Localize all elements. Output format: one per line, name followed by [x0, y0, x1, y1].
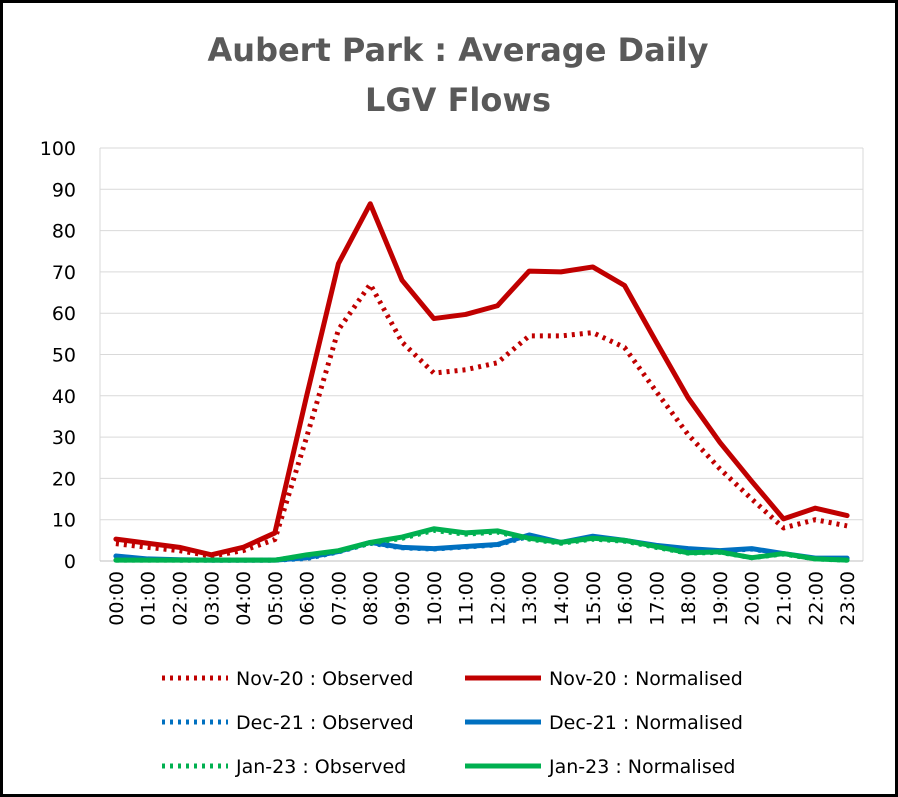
x-tick-label: 15:00 [583, 571, 605, 626]
y-tick-label: 20 [52, 468, 76, 490]
x-tick-label: 23:00 [837, 571, 859, 626]
y-tick-label: 70 [52, 262, 76, 284]
legend-label: Nov-20 : Normalised [549, 668, 743, 690]
y-tick-label: 90 [52, 179, 76, 201]
x-tick-label: 11:00 [456, 571, 478, 626]
x-tick-label: 02:00 [169, 571, 191, 626]
x-tick-label: 19:00 [710, 571, 732, 626]
x-tick-label: 01:00 [138, 571, 160, 626]
series-line [115, 281, 848, 559]
y-tick-label: 100 [40, 138, 76, 160]
x-tick-label: 16:00 [615, 571, 637, 626]
x-tick-label: 17:00 [646, 571, 668, 626]
y-tick-label: 0 [64, 551, 76, 573]
x-tick-label: 10:00 [424, 571, 446, 626]
x-tick-label: 00:00 [106, 571, 128, 626]
legend-label: Dec-21 : Normalised [549, 712, 743, 734]
x-tick-label: 21:00 [774, 571, 796, 626]
y-tick-label: 10 [52, 510, 76, 532]
series-line [113, 526, 850, 563]
y-tick-label: 50 [52, 345, 76, 367]
y-tick-label: 40 [52, 386, 76, 408]
x-tick-label: 06:00 [297, 571, 319, 626]
y-tick-label: 80 [52, 221, 76, 243]
x-tick-label: 14:00 [551, 571, 573, 626]
legend-label: Jan-23 : Observed [235, 756, 406, 778]
y-tick-label: 60 [52, 303, 76, 325]
x-tick-label: 03:00 [201, 571, 223, 626]
x-tick-label: 13:00 [519, 571, 541, 626]
x-tick-label: 12:00 [487, 571, 509, 626]
series-line [113, 201, 850, 558]
x-tick-label: 22:00 [805, 571, 827, 626]
x-tick-label: 08:00 [360, 571, 382, 626]
x-tick-label: 07:00 [328, 571, 350, 626]
legend-label: Jan-23 : Normalised [548, 756, 735, 778]
legend-label: Nov-20 : Observed [236, 668, 414, 690]
x-tick-label: 09:00 [392, 571, 414, 626]
x-tick-label: 18:00 [678, 571, 700, 626]
chart-title: Aubert Park : Average Daily LGV Flows [207, 31, 709, 119]
y-tick-label: 30 [52, 427, 76, 449]
legend-label: Dec-21 : Observed [236, 712, 414, 734]
x-tick-label: 04:00 [233, 571, 255, 626]
x-tick-label: 05:00 [265, 571, 287, 626]
x-tick-label: 20:00 [742, 571, 764, 626]
